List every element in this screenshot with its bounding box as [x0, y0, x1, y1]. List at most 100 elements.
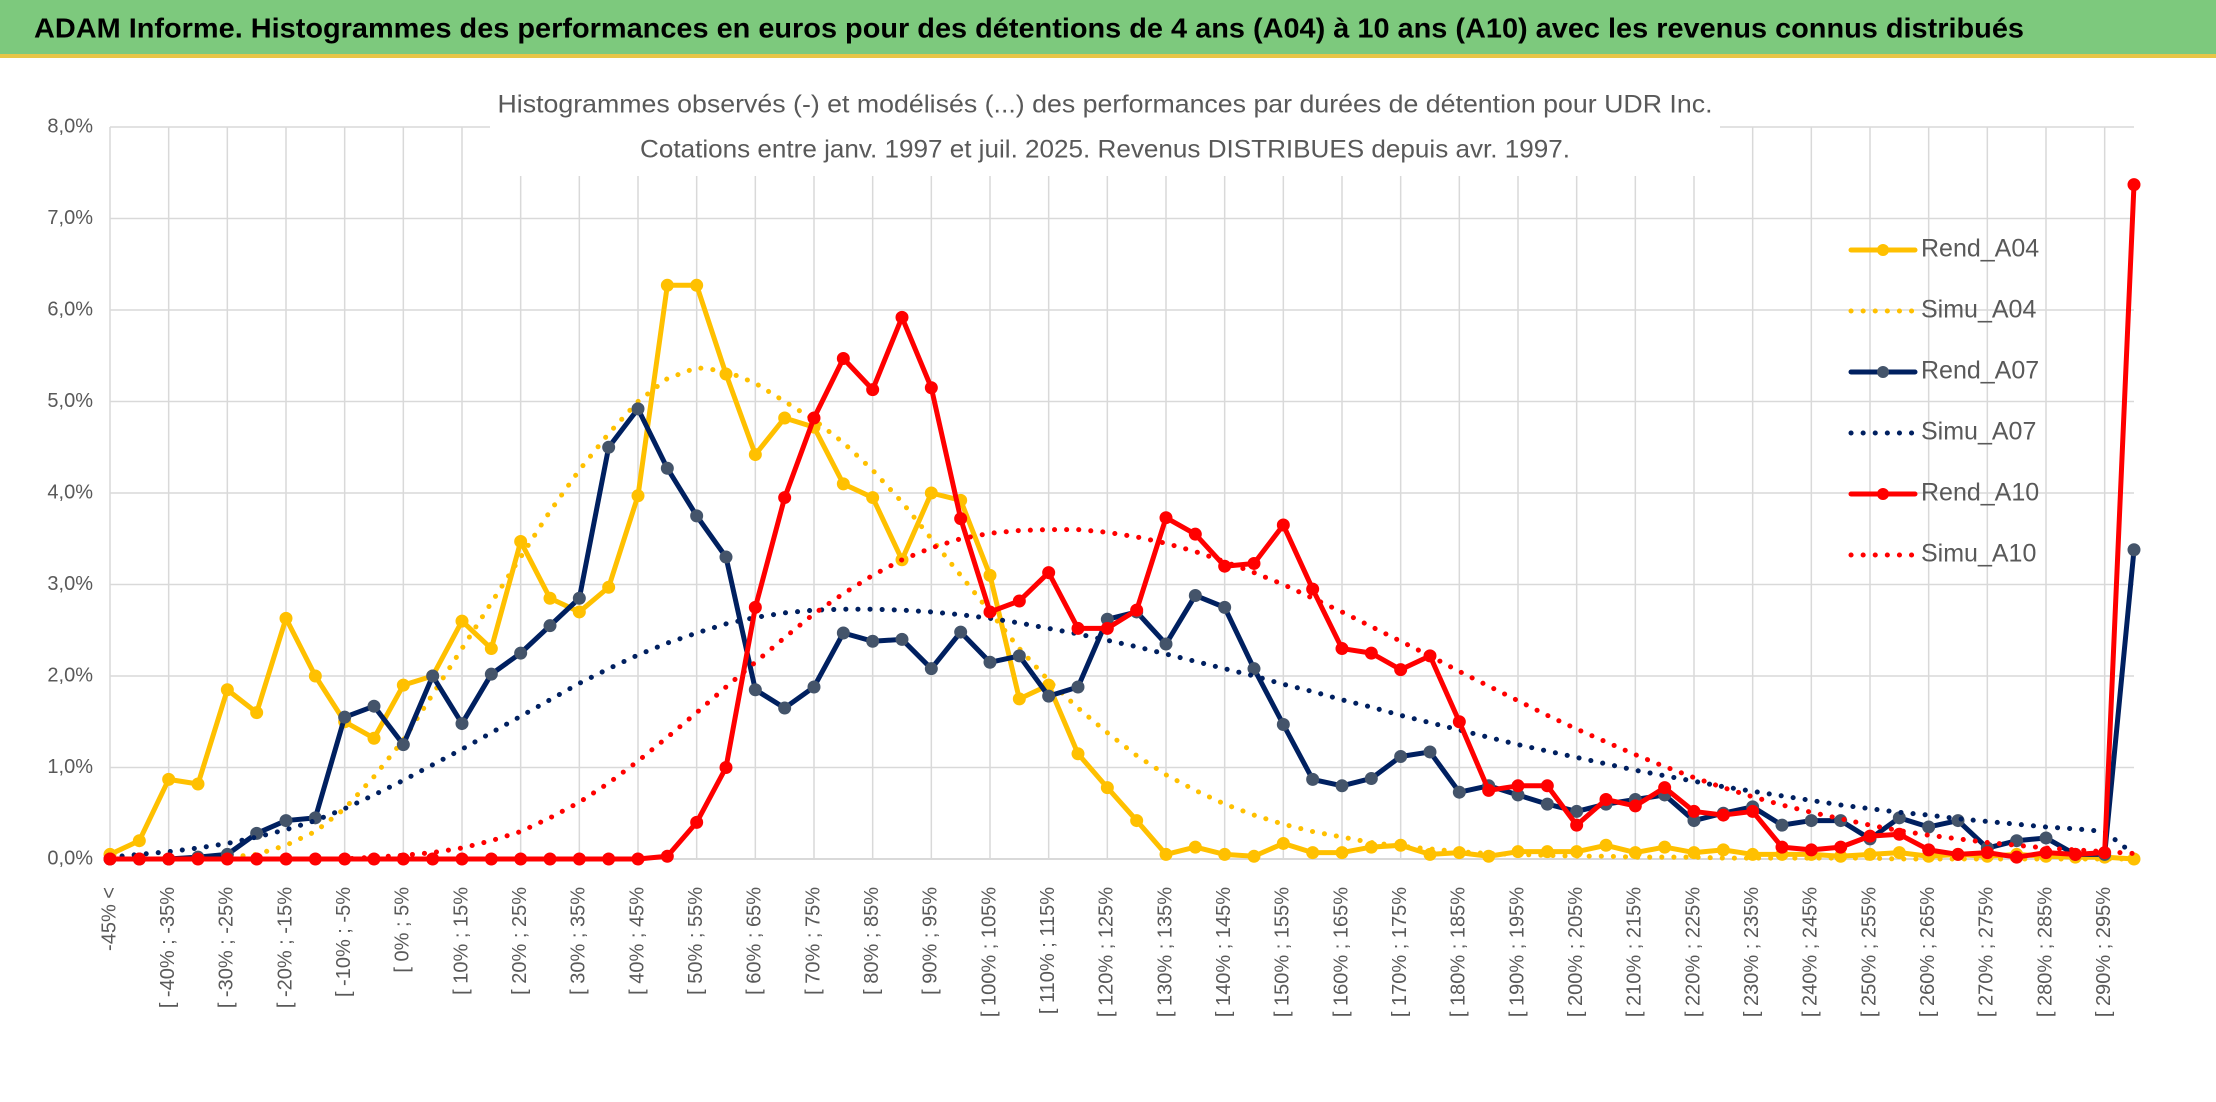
legend-marker	[1877, 244, 1889, 256]
marker	[631, 402, 645, 416]
marker	[162, 772, 176, 786]
marker	[660, 849, 674, 863]
legend-label: Simu_A07	[1921, 418, 2036, 446]
marker	[1159, 637, 1173, 651]
marker	[1980, 846, 1994, 860]
marker	[455, 852, 469, 866]
y-tick-label: 1,0%	[47, 756, 93, 778]
marker	[1130, 603, 1144, 617]
marker	[1628, 799, 1642, 813]
marker	[1188, 527, 1202, 541]
legend-label: Rend_A10	[1921, 479, 2039, 507]
x-tick-label: [ 120% ; 125%	[1096, 887, 1118, 1017]
marker	[983, 605, 997, 619]
x-tick-label: [ -40% ; -35%	[157, 887, 179, 1008]
x-tick-label: [ 60% ; 65%	[744, 887, 766, 995]
marker	[866, 383, 880, 397]
grid	[109, 126, 2134, 860]
marker	[602, 580, 616, 594]
marker	[866, 634, 880, 648]
y-tick-label: 5,0%	[47, 390, 93, 412]
x-tick-label: [ 150% ; 155%	[1272, 887, 1294, 1017]
legend-label: Rend_A07	[1921, 357, 2039, 385]
marker	[1804, 814, 1818, 828]
marker	[1042, 689, 1056, 703]
marker	[690, 278, 704, 292]
marker	[426, 669, 440, 683]
y-tick-label: 6,0%	[47, 298, 93, 320]
marker	[543, 619, 557, 633]
observed-line	[107, 182, 2137, 862]
x-tick-label: [ 170% ; 175%	[1389, 887, 1411, 1017]
marker	[866, 491, 880, 505]
plot-area: 0,0% 1,0% 2,0% 3,0% 4,0% 5,0% 6,0% 7,0% 8,0% -45%…	[47, 115, 2141, 1017]
marker	[836, 477, 850, 491]
marker	[1775, 818, 1789, 832]
marker	[1188, 588, 1202, 602]
marker	[1012, 594, 1026, 608]
marker	[1306, 846, 1320, 860]
marker	[836, 351, 850, 365]
marker	[1599, 838, 1613, 852]
header-bar	[0, 0, 2216, 56]
marker	[367, 699, 381, 713]
x-tick-label: [ 50% ; 55%	[685, 887, 707, 995]
marker	[1130, 814, 1144, 828]
marker	[1218, 600, 1232, 614]
x-tick-label: [ 20% ; 25%	[509, 887, 531, 995]
marker	[484, 667, 498, 681]
marker	[1335, 846, 1349, 860]
x-tick-label: [ 80% ; 85%	[861, 887, 883, 995]
marker	[748, 600, 762, 614]
model-line	[107, 365, 2137, 862]
observed-line	[107, 282, 2137, 862]
marker	[250, 706, 264, 720]
x-tick-label: [ 240% ; 245%	[1800, 887, 1822, 1017]
marker	[2127, 543, 2141, 557]
observed-line	[107, 406, 2137, 862]
marker	[1951, 847, 1965, 861]
y-tick-label: 3,0%	[47, 573, 93, 595]
marker	[191, 777, 205, 791]
x-tick-label: [ 250% ; 255%	[1858, 887, 1880, 1017]
x-tick-label: [ 10% ; 15%	[450, 887, 472, 995]
marker	[1452, 715, 1466, 729]
marker	[1775, 840, 1789, 854]
marker	[426, 852, 440, 866]
marker	[220, 683, 234, 697]
marker	[1394, 750, 1408, 764]
x-tick-label: [ -20% ; -15%	[274, 887, 296, 1008]
marker	[954, 625, 968, 639]
marker	[1159, 511, 1173, 525]
marker	[1570, 818, 1584, 832]
marker	[983, 655, 997, 669]
legend-label: Rend_A04	[1921, 235, 2039, 263]
marker	[1540, 797, 1554, 811]
marker	[1922, 843, 1936, 857]
marker	[719, 550, 733, 564]
x-tick-label: [ 260% ; 265%	[1917, 887, 1939, 1017]
x-tick-label: [ 200% ; 205%	[1565, 887, 1587, 1017]
marker	[1306, 772, 1320, 786]
marker	[1218, 847, 1232, 861]
marker	[1012, 692, 1026, 706]
marker	[1247, 662, 1261, 676]
marker	[1276, 836, 1290, 850]
marker	[455, 614, 469, 628]
marker	[1599, 793, 1613, 807]
marker	[1306, 582, 1320, 596]
marker	[1511, 779, 1525, 793]
marker	[602, 440, 616, 454]
marker	[396, 738, 410, 752]
x-tick-label: [ 130% ; 135%	[1154, 887, 1176, 1017]
marker	[836, 626, 850, 640]
marker	[1247, 849, 1261, 863]
chart-title: Histogrammes observés (-) et modélisés (…	[498, 91, 1713, 119]
marker	[132, 834, 146, 848]
marker	[572, 852, 586, 866]
marker	[1922, 820, 1936, 834]
marker	[514, 852, 528, 866]
marker	[1892, 846, 1906, 860]
marker	[2010, 850, 2024, 864]
